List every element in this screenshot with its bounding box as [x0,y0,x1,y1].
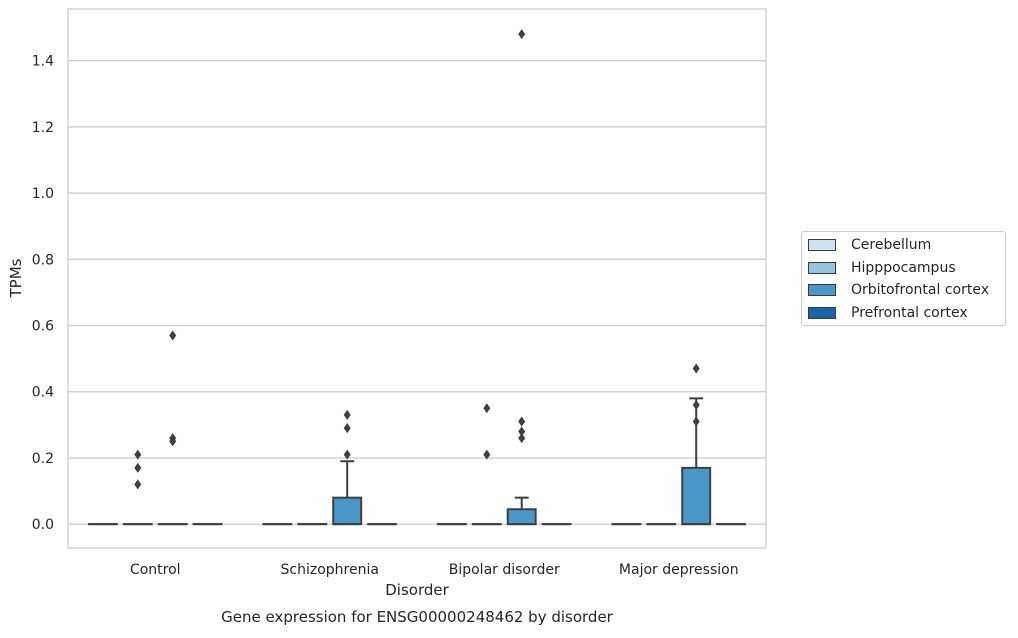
x-axis-label: Disorder [385,581,449,599]
y-tick-label: 0.6 [32,319,54,335]
y-tick-label: 0.8 [32,252,54,268]
legend-label: Cerebellum [851,237,931,253]
legend-item: Cerebellum [808,235,931,255]
x-tick-labels: Control Schizophrenia Bipolar disorder Majo… [130,562,739,578]
legend-label: Prefrontal cortex [851,305,968,321]
box-body [682,468,710,524]
y-tick-labels: 0.0 0.2 0.4 0.6 0.8 1.0 1.2 1.4 [32,54,54,534]
y-tick-label: 1.4 [32,54,54,70]
legend: Cerebellum Hipppocampus Orbitofrontal cort… [801,231,1006,326]
y-tick-label: 1.2 [32,120,54,136]
box-body [333,498,361,524]
legend-label: Orbitofrontal cortex [851,282,989,298]
chart-caption: Gene expression for ENSG00000248462 by d… [221,608,614,626]
legend-swatch [808,307,836,319]
x-tick-label: Control [130,562,181,578]
box-body [508,509,536,524]
y-axis-label: TPMs [7,258,25,298]
y-tick-label: 0.0 [32,517,54,533]
plot-area [68,9,766,548]
legend-item: Prefrontal cortex [808,303,968,323]
legend-item: Orbitofrontal cortex [808,280,989,300]
y-tick-label: 0.4 [32,385,54,401]
y-tick-label: 1.0 [32,186,54,202]
legend-label: Hipppocampus [851,260,956,276]
legend-item: Hipppocampus [808,258,956,278]
y-tick-label: 0.2 [32,451,54,467]
x-tick-label: Major depression [619,562,739,578]
x-tick-label: Schizophrenia [281,562,379,578]
legend-swatch [808,262,836,274]
legend-swatch [808,284,836,296]
legend-swatch [808,239,836,251]
x-tick-label: Bipolar disorder [449,562,560,578]
